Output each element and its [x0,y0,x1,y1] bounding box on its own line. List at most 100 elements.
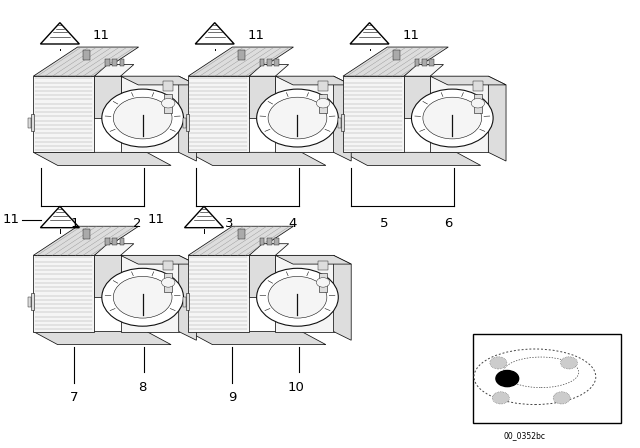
Bar [260,238,264,245]
Bar [186,293,189,310]
Circle shape [412,89,493,147]
Bar [318,261,328,270]
Bar [474,94,482,113]
Polygon shape [120,255,196,264]
Text: 11: 11 [3,213,19,226]
Bar [343,76,404,152]
Bar [164,94,172,113]
Polygon shape [188,226,294,255]
Circle shape [102,89,184,147]
Polygon shape [183,117,186,128]
Bar [392,50,400,60]
Bar [163,82,173,90]
Circle shape [113,97,172,139]
Polygon shape [430,76,506,85]
Polygon shape [33,332,171,345]
Circle shape [161,278,175,287]
Polygon shape [343,152,481,165]
Circle shape [496,370,518,387]
Bar [31,293,34,310]
Text: 11: 11 [403,29,419,43]
Bar [31,114,34,131]
Circle shape [268,97,327,139]
Polygon shape [94,65,134,76]
Text: 3: 3 [225,217,234,230]
Polygon shape [350,23,389,44]
Polygon shape [338,117,340,128]
Polygon shape [275,255,351,264]
Bar [340,114,344,131]
Ellipse shape [553,392,570,404]
Circle shape [102,268,184,326]
Bar [163,261,173,270]
Bar [94,76,120,118]
Polygon shape [94,244,134,255]
Bar [319,94,327,113]
Bar [188,76,249,152]
Polygon shape [28,297,31,307]
Polygon shape [33,47,139,76]
Text: 1: 1 [70,217,79,230]
Polygon shape [249,244,289,255]
Bar [260,59,264,66]
Bar [275,238,279,245]
Bar [186,114,189,131]
Bar [473,82,483,90]
Bar [249,255,275,297]
Circle shape [316,99,330,108]
Polygon shape [188,47,294,76]
Circle shape [268,276,327,318]
Bar [120,59,124,66]
Polygon shape [28,117,31,128]
Bar [164,273,172,292]
Bar [422,59,427,66]
Polygon shape [404,65,444,76]
Bar [249,76,275,118]
Text: 7: 7 [70,391,79,404]
Bar [404,76,430,118]
Polygon shape [33,152,171,165]
Bar [237,229,245,239]
Bar [83,50,90,60]
Bar [267,59,272,66]
Bar [94,255,120,297]
Polygon shape [179,76,196,161]
Bar [318,82,328,90]
Polygon shape [183,297,186,307]
Bar [472,334,621,423]
Bar [430,76,488,152]
Polygon shape [333,255,351,340]
Bar [275,59,279,66]
Text: 11: 11 [248,29,264,43]
Circle shape [423,97,482,139]
Polygon shape [249,65,289,76]
Text: 00_0352bc: 00_0352bc [504,431,545,440]
Bar [275,76,333,152]
Polygon shape [188,152,326,165]
Polygon shape [333,76,351,161]
Bar [267,238,272,245]
Polygon shape [40,23,79,44]
Bar [415,59,419,66]
Text: 8: 8 [138,381,146,394]
Polygon shape [195,23,234,44]
Polygon shape [188,332,326,345]
Bar [429,59,434,66]
Circle shape [471,99,484,108]
Text: 10: 10 [287,381,304,394]
Polygon shape [120,76,196,85]
Bar [275,255,333,332]
Bar [112,238,117,245]
Text: 2: 2 [133,217,142,230]
Bar [33,255,94,332]
Text: 11: 11 [148,213,164,226]
Bar [120,238,124,245]
Polygon shape [33,226,139,255]
Polygon shape [275,76,351,85]
Bar [105,238,109,245]
Circle shape [161,99,175,108]
Bar [319,273,327,292]
Ellipse shape [492,392,509,404]
Polygon shape [488,76,506,161]
Bar [83,229,90,239]
